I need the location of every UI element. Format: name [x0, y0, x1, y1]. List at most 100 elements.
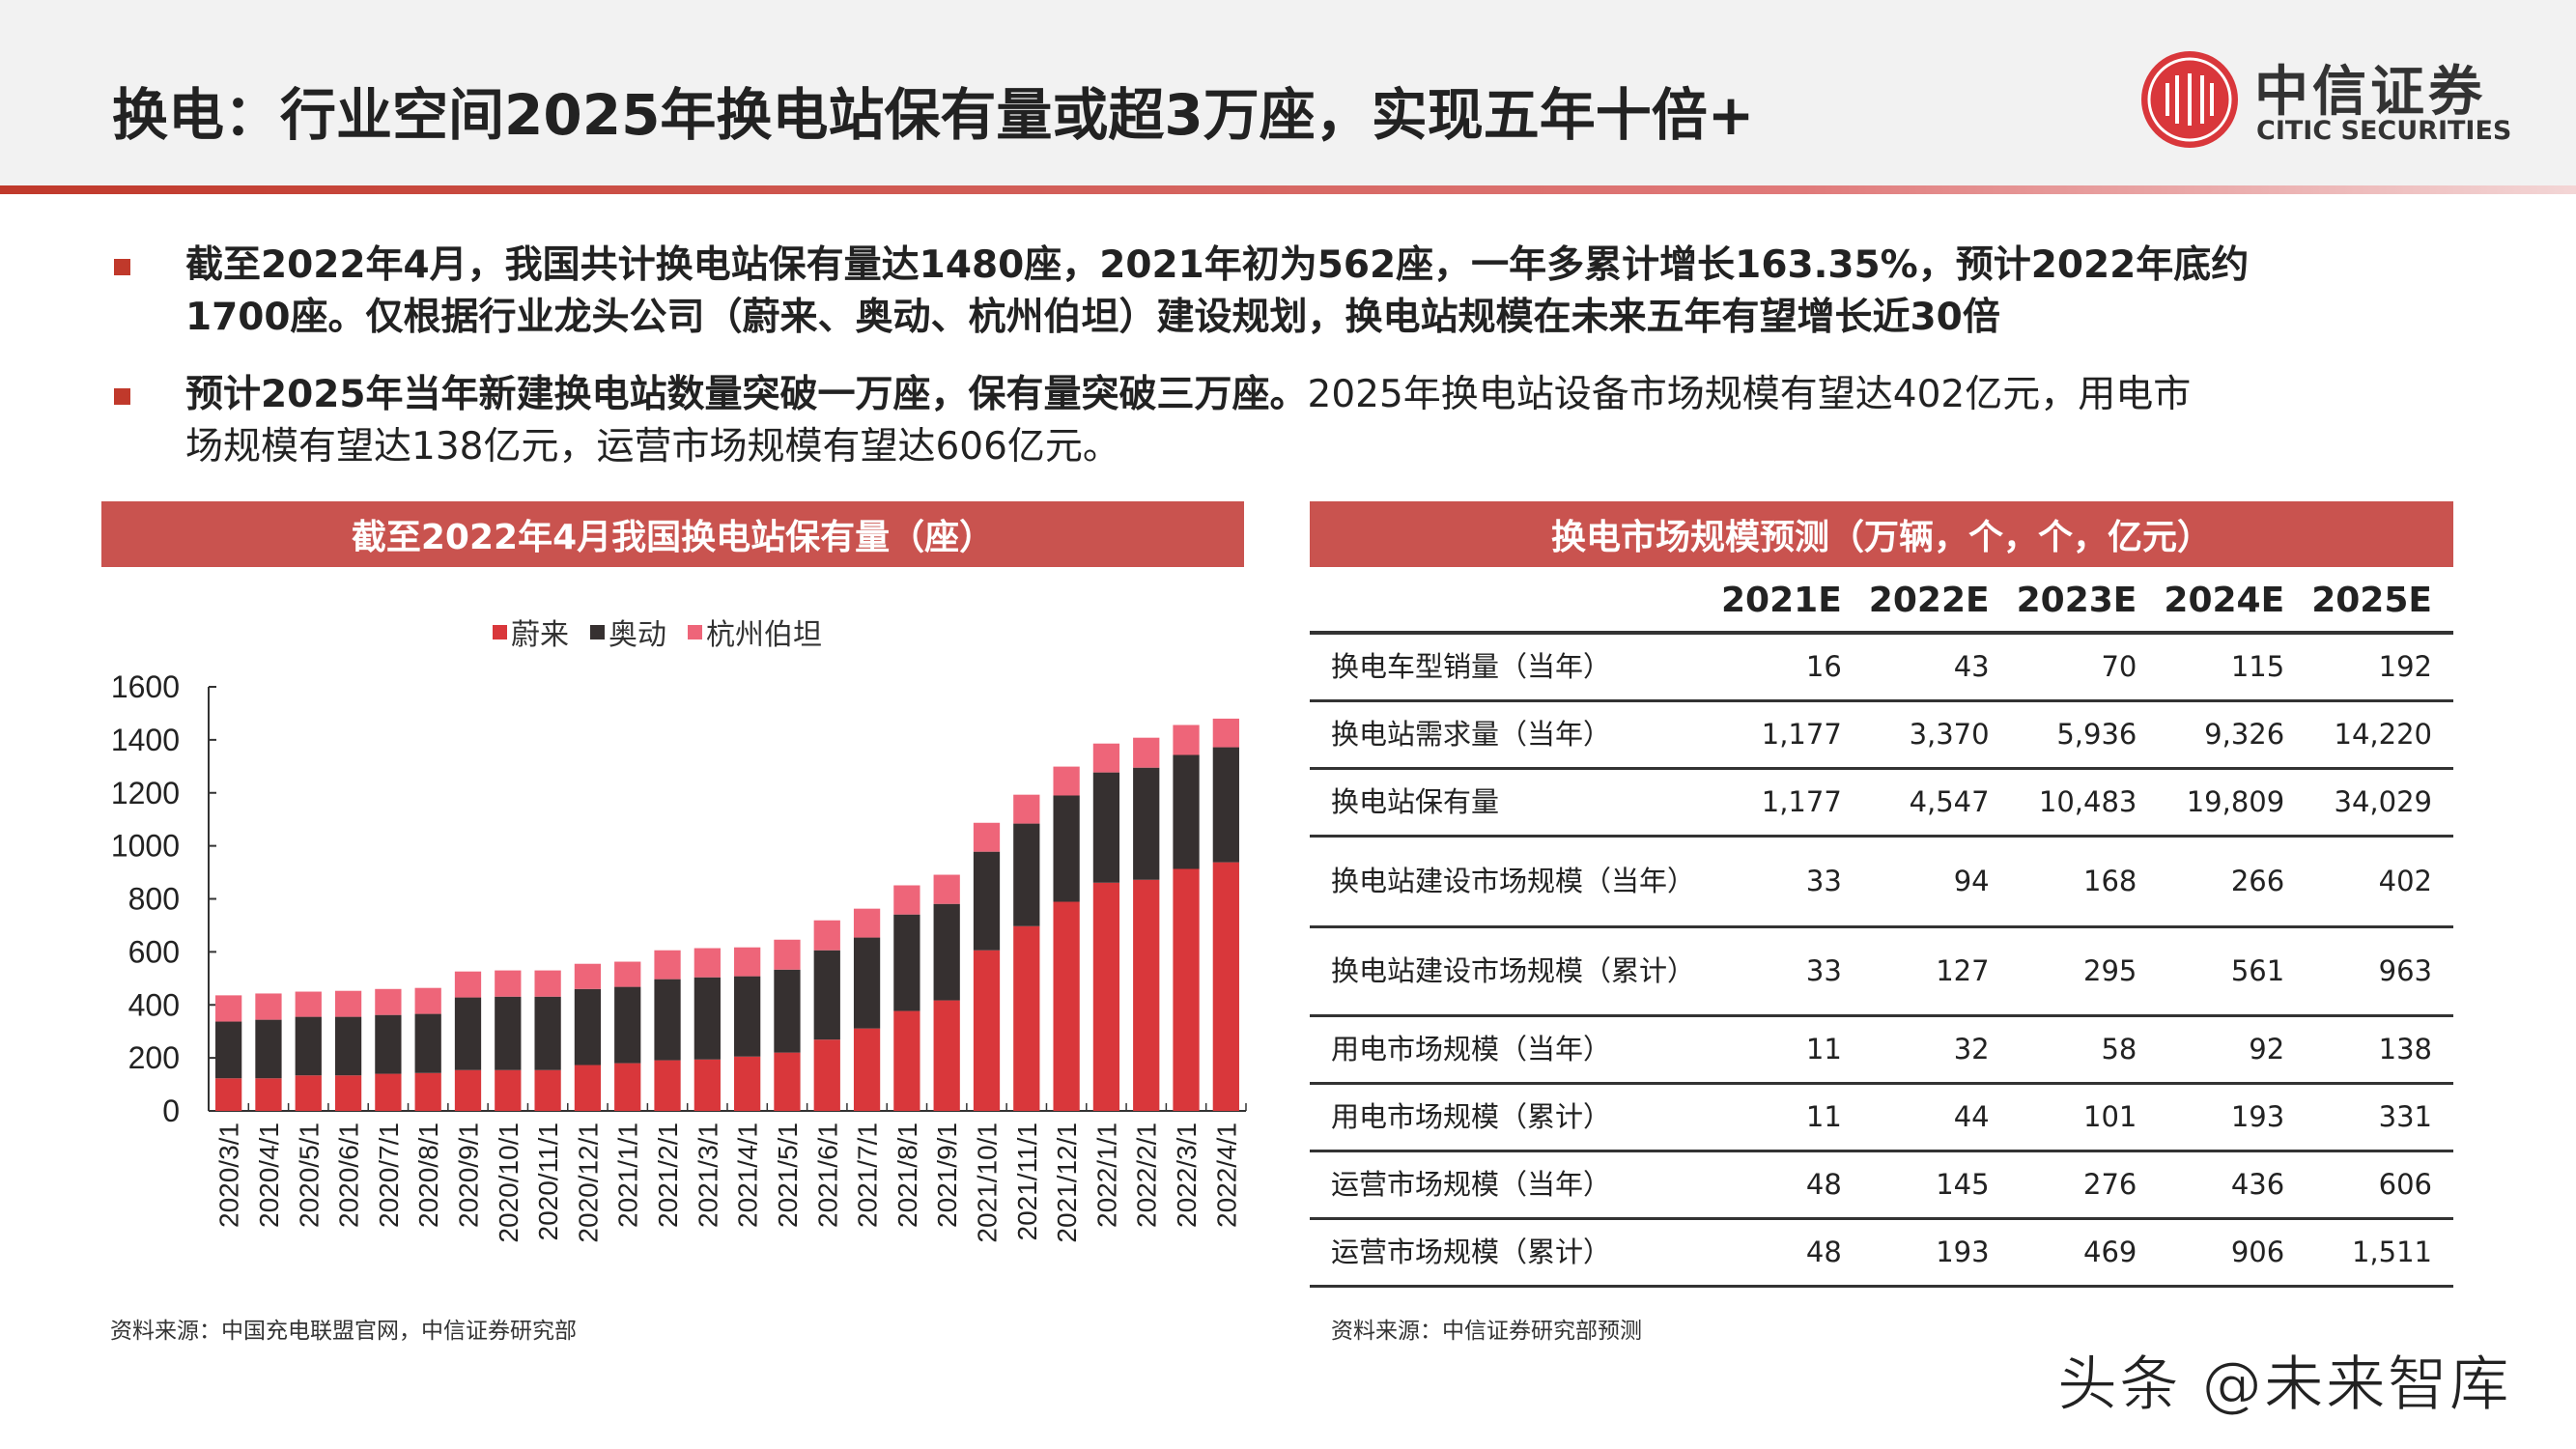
table-cell: 295: [2010, 926, 2159, 1017]
table-cell: 4,547: [1862, 768, 2011, 838]
table-cell: 138: [2306, 1015, 2453, 1085]
x-tick-label: 2020/8/1: [413, 1122, 443, 1228]
legend-item: 蔚来: [493, 611, 569, 653]
table-row: 换电站建设市场规模（当年） 33 94 168 266 402: [1310, 836, 2453, 928]
row-label: 换电站需求量（当年）: [1310, 700, 1715, 770]
x-tick-label: 2020/3/1: [214, 1122, 244, 1228]
x-tick-label: 2021/3/1: [693, 1122, 722, 1228]
column-header: 2021E: [1715, 570, 1863, 635]
table-cell: 276: [2010, 1151, 2159, 1220]
y-tick-label: 1400: [111, 723, 180, 757]
bar-segment-1: [1013, 823, 1040, 926]
table-cell: 16: [1715, 633, 1863, 702]
logo-cn: 中信证券: [2254, 60, 2486, 124]
bar-segment-1: [495, 996, 522, 1070]
bar-segment-1: [774, 969, 801, 1053]
x-tick-label: 2021/1/1: [613, 1122, 643, 1228]
column-header: 2024E: [2158, 570, 2307, 635]
bar-segment-0: [893, 1010, 920, 1111]
column-header: [1310, 570, 1715, 635]
bar-segment-0: [375, 1073, 402, 1111]
x-tick-label: 2022/4/1: [1211, 1122, 1241, 1228]
bar-segment-2: [734, 947, 761, 977]
bar-segment-0: [534, 1069, 561, 1111]
bar-segment-1: [1092, 772, 1120, 883]
stacked-bar-chart: 0 200 400 600 800 1000 1200 1400 1600 2020/3/1 202…: [111, 669, 1247, 1243]
table-cell: 70: [2010, 633, 2159, 702]
table-cell: 168: [2010, 836, 2159, 928]
bar-segment-2: [375, 988, 402, 1015]
x-tick-label: 2021/6/1: [812, 1122, 842, 1228]
table-cell: 561: [2158, 926, 2307, 1017]
table-cell: 469: [2010, 1218, 2159, 1288]
bar-segment-1: [734, 976, 761, 1057]
row-label: 换电车型销量（当年）: [1310, 633, 1715, 702]
legend-swatch: [493, 624, 507, 639]
table-cell: 19,809: [2158, 768, 2307, 838]
table-cell: 1,177: [1715, 700, 1863, 770]
bar-segment-2: [774, 939, 801, 970]
citic-emblem-icon: [2141, 51, 2238, 148]
column-header: 2025E: [2306, 570, 2453, 635]
bar-segment-2: [614, 961, 641, 987]
table-row: 运营市场规模（累计） 48 193 469 906 1,511: [1310, 1218, 2453, 1288]
bar-segment-0: [813, 1039, 840, 1111]
table-cell: 115: [2158, 633, 2307, 702]
table-cell: 32: [1862, 1015, 2011, 1085]
bar-segment-2: [1092, 743, 1120, 773]
bar-segment-1: [1053, 795, 1080, 902]
row-label: 换电站保有量: [1310, 768, 1715, 838]
table-cell: 266: [2158, 836, 2307, 928]
bar-segment-1: [654, 979, 681, 1061]
table-cell: 33: [1715, 836, 1863, 928]
bar-segment-1: [375, 1014, 402, 1074]
table-cell: 33: [1715, 926, 1863, 1017]
bar-segment-1: [454, 997, 482, 1070]
x-tick-label: 2021/2/1: [653, 1122, 683, 1228]
table-cell: 58: [2010, 1015, 2159, 1085]
y-tick-label: 800: [128, 882, 180, 917]
row-label: 换电站建设市场规模（当年）: [1310, 836, 1715, 928]
x-tick-label: 2021/11/1: [1012, 1122, 1042, 1241]
bar-segment-0: [853, 1028, 881, 1111]
bar-segment-2: [1212, 718, 1239, 748]
table-source: 资料来源：中信证券研究部预测: [1331, 1319, 1642, 1344]
x-tick-label: 2021/9/1: [932, 1122, 962, 1228]
legend-item: 杭州伯坦: [688, 611, 822, 653]
table-cell: 906: [2158, 1218, 2307, 1288]
table-cell: 145: [1862, 1151, 2011, 1220]
column-header: 2022E: [1862, 570, 2011, 635]
bar-segment-2: [1173, 724, 1200, 755]
legend-item: 奥动: [590, 611, 666, 653]
x-tick-label: 2021/12/1: [1052, 1122, 1082, 1243]
row-label: 用电市场规模（累计）: [1310, 1083, 1715, 1152]
bar-segment-0: [1053, 901, 1080, 1111]
table-row: 运营市场规模（当年） 48 145 276 436 606: [1310, 1151, 2453, 1220]
bar-segment-2: [973, 822, 1001, 852]
bar-segment-1: [1173, 754, 1200, 869]
table-cell: 5,936: [2010, 700, 2159, 770]
bar-segment-1: [414, 1013, 441, 1073]
x-tick-label: 2021/8/1: [892, 1122, 922, 1228]
bar-segment-1: [574, 988, 602, 1065]
row-label: 换电站建设市场规模（累计）: [1310, 926, 1715, 1017]
table-cell: 193: [1862, 1218, 2011, 1288]
bar-segment-2: [1053, 766, 1080, 796]
x-tick-label: 2021/7/1: [853, 1122, 883, 1228]
bar-segment-2: [893, 885, 920, 915]
bar-segment-1: [813, 950, 840, 1040]
table-cell: 193: [2158, 1083, 2307, 1152]
x-tick-label: 2022/1/1: [1091, 1122, 1121, 1228]
bar-segment-2: [694, 948, 721, 978]
table-cell: 92: [2158, 1015, 2307, 1085]
x-tick-label: 2022/2/1: [1132, 1122, 1162, 1228]
table-header: 换电市场规模预测（万辆，个，个，亿元）: [1310, 501, 2453, 567]
bar-segment-1: [255, 1019, 282, 1079]
x-tick-label: 2020/9/1: [454, 1122, 484, 1228]
bar-segment-2: [295, 991, 322, 1017]
table-cell: 192: [2306, 633, 2453, 702]
table-cell: 1,511: [2306, 1218, 2453, 1288]
table-cell: 402: [2306, 836, 2453, 928]
bar-segment-1: [853, 937, 881, 1029]
table-cell: 48: [1715, 1151, 1863, 1220]
